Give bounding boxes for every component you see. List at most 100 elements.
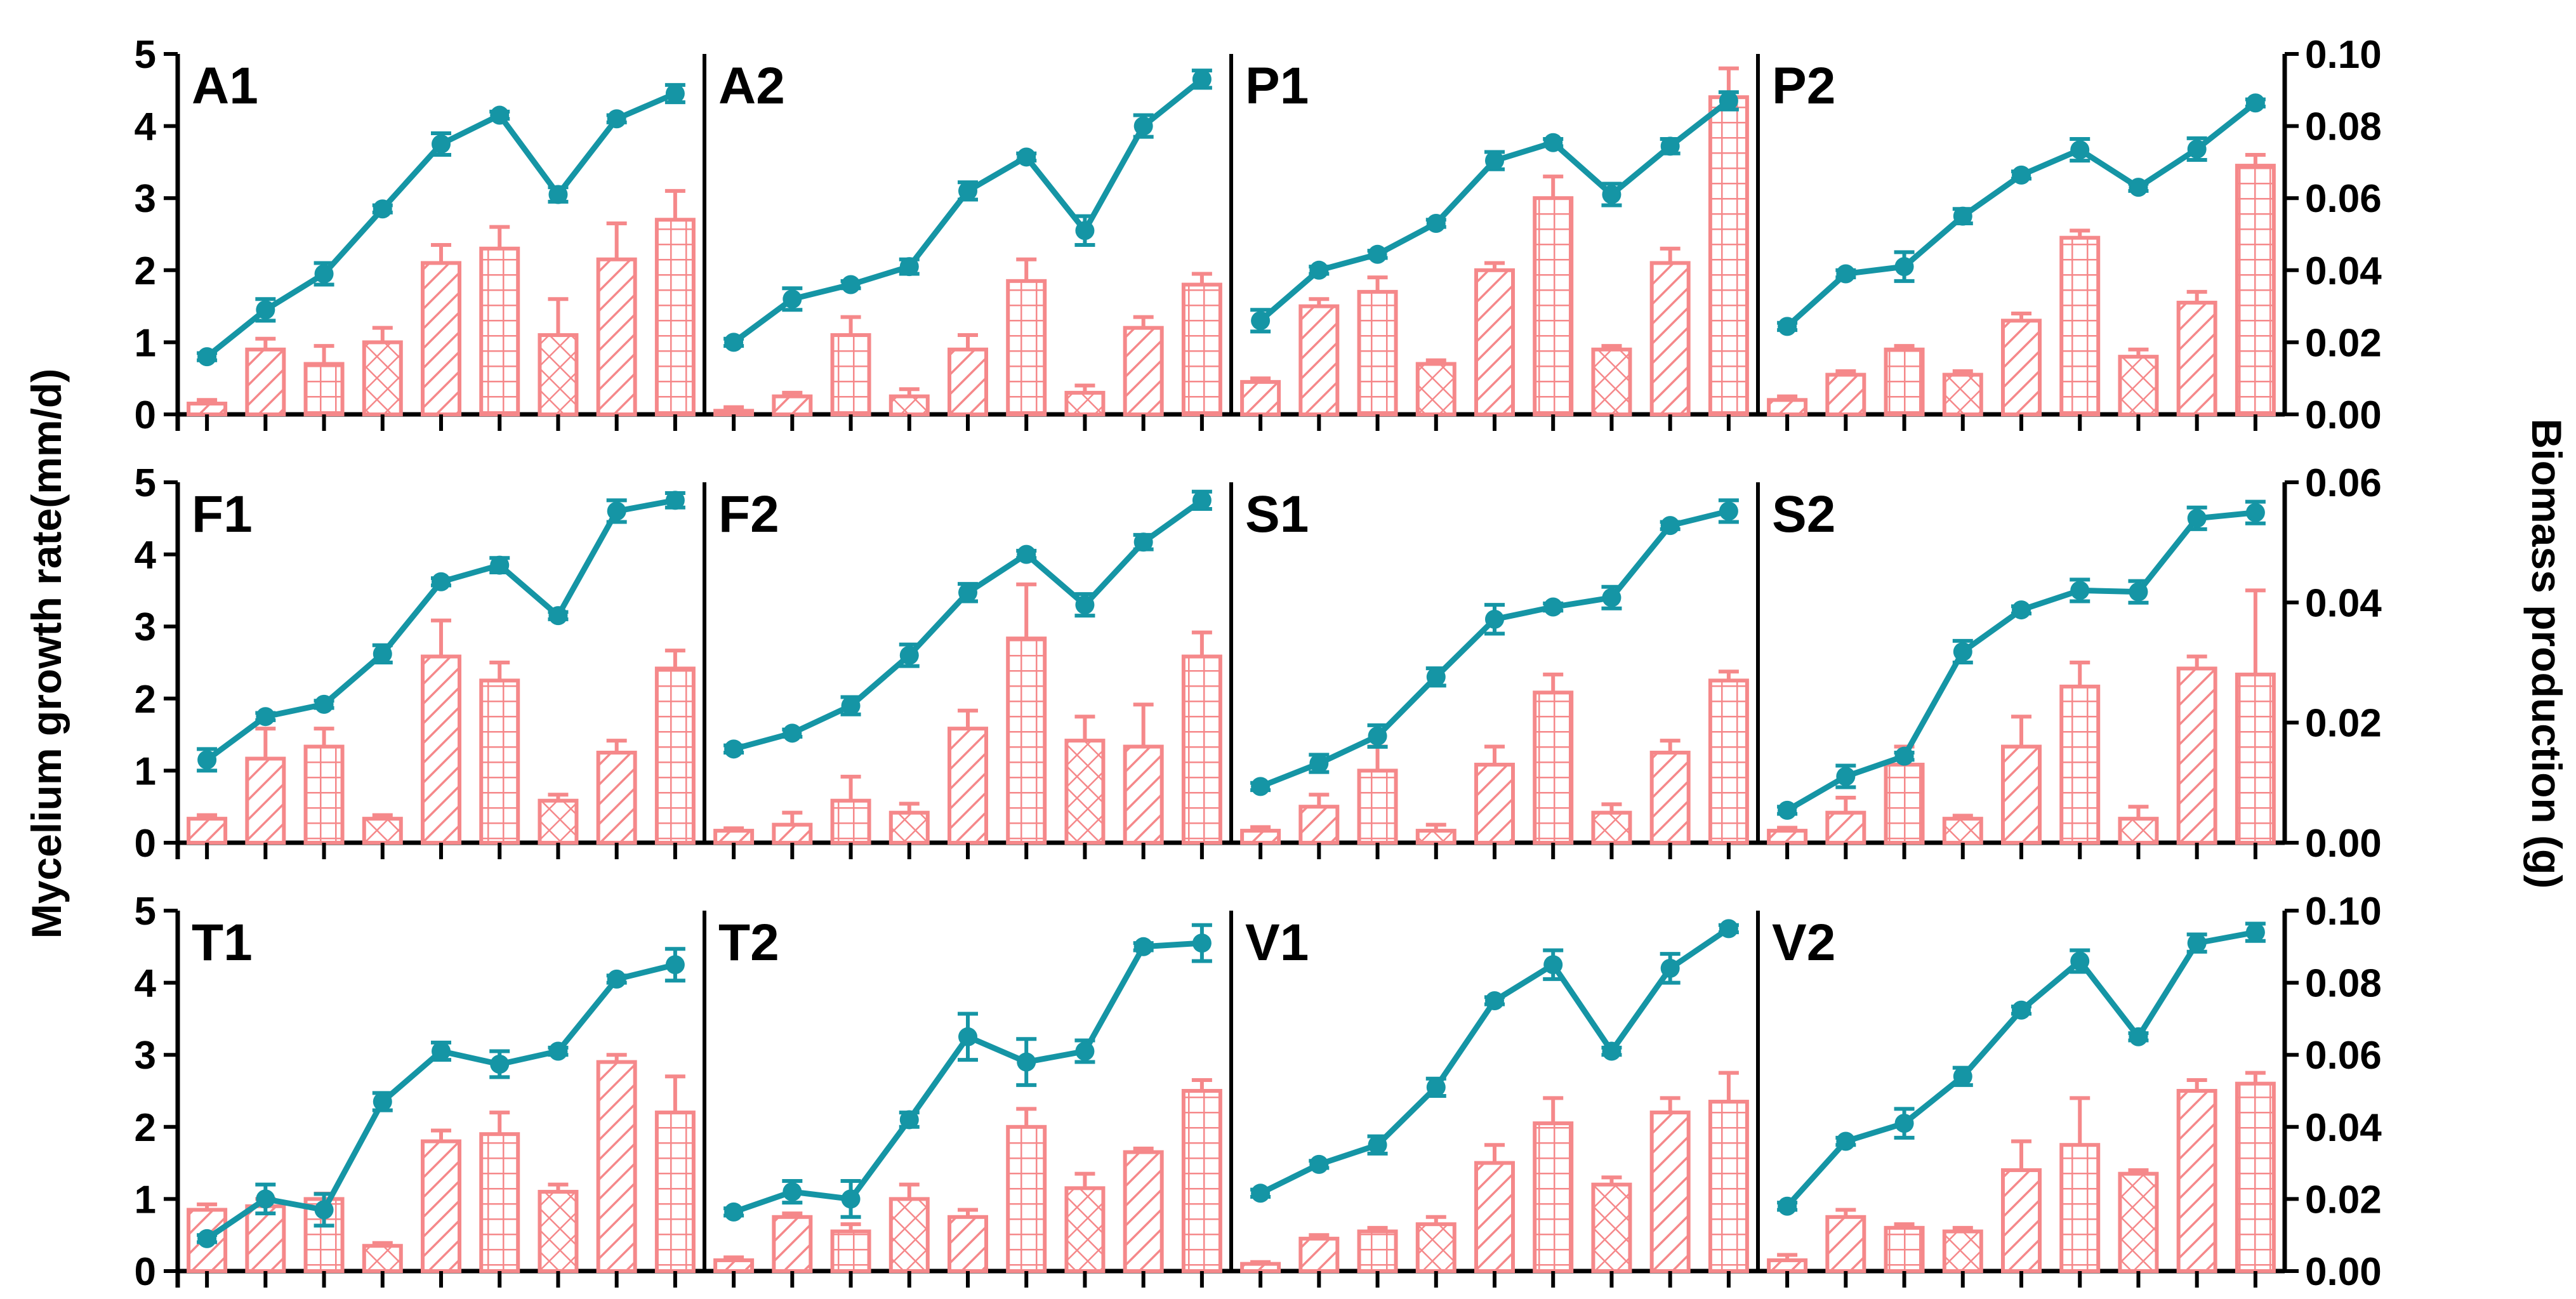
line-point bbox=[1251, 777, 1271, 796]
line-point bbox=[1133, 116, 1153, 136]
line-point bbox=[2070, 951, 2090, 971]
line-point bbox=[1894, 1114, 1914, 1133]
bar bbox=[1240, 1262, 1281, 1274]
panel-label: V1 bbox=[1245, 914, 1309, 972]
right-tick-label: 0.10 bbox=[2305, 890, 2382, 933]
bar bbox=[1591, 810, 1632, 845]
panel-label: F1 bbox=[192, 485, 253, 543]
bar bbox=[596, 751, 637, 845]
left-tick-label: 0 bbox=[135, 393, 156, 437]
bar bbox=[1884, 762, 1925, 845]
bar bbox=[2176, 1089, 2217, 1273]
panel-label: A1 bbox=[192, 57, 258, 115]
right-tick-label: 0.04 bbox=[2305, 249, 2382, 293]
bar bbox=[421, 261, 461, 416]
line-point bbox=[1485, 991, 1504, 1010]
line-point bbox=[2129, 582, 2148, 602]
bar bbox=[1474, 1161, 1515, 1273]
line-point bbox=[1133, 532, 1153, 552]
line-point bbox=[899, 257, 919, 277]
line-point bbox=[783, 723, 802, 743]
line-point bbox=[1017, 147, 1036, 167]
line-point bbox=[1543, 597, 1563, 617]
bar bbox=[830, 1229, 871, 1274]
line-point bbox=[1192, 491, 1212, 510]
line-point bbox=[1309, 754, 1329, 774]
line-point bbox=[1075, 595, 1095, 615]
bar bbox=[1181, 654, 1222, 845]
left-tick-label: 1 bbox=[135, 749, 156, 793]
bar bbox=[1708, 95, 1749, 416]
bar bbox=[713, 409, 755, 417]
panel-label: S1 bbox=[1245, 485, 1309, 543]
bar bbox=[596, 1060, 637, 1274]
bar bbox=[1649, 1111, 1691, 1273]
line-point bbox=[2070, 581, 2090, 600]
left-tick-label: 4 bbox=[135, 534, 157, 577]
left-tick-label: 4 bbox=[135, 962, 157, 1006]
line-point bbox=[1778, 317, 1797, 336]
bar bbox=[538, 1190, 579, 1274]
bar bbox=[596, 257, 637, 417]
line-point bbox=[548, 185, 568, 204]
bar bbox=[362, 340, 403, 417]
line-point bbox=[899, 645, 919, 665]
line-point bbox=[2129, 178, 2148, 197]
line-point bbox=[1836, 767, 1856, 786]
line-point bbox=[958, 1027, 977, 1046]
panel-s2: S2 bbox=[1756, 482, 2276, 859]
line-point bbox=[1543, 133, 1563, 152]
line-point bbox=[490, 105, 510, 125]
bar bbox=[1708, 678, 1749, 845]
left-tick-label: 1 bbox=[135, 321, 156, 365]
panel-a2: A2 bbox=[703, 54, 1222, 431]
line-point bbox=[724, 1202, 744, 1222]
bar bbox=[1942, 817, 1983, 845]
line-point bbox=[1953, 1067, 1972, 1086]
line-point bbox=[256, 1189, 275, 1209]
line-point bbox=[2245, 923, 2265, 942]
bar bbox=[2118, 355, 2159, 416]
line-point bbox=[1660, 958, 1680, 978]
line-point bbox=[432, 135, 451, 154]
bar bbox=[1533, 690, 1574, 845]
right-tick-label: 0.02 bbox=[2305, 702, 2382, 746]
bar bbox=[772, 822, 813, 845]
bar bbox=[948, 727, 988, 845]
line-point bbox=[490, 555, 510, 575]
panel-label: A2 bbox=[718, 57, 785, 115]
line-point bbox=[2187, 139, 2207, 159]
bar bbox=[2059, 684, 2101, 845]
line-point bbox=[841, 696, 861, 716]
bar bbox=[479, 246, 520, 416]
line-point bbox=[1309, 260, 1329, 280]
line-point bbox=[2012, 165, 2031, 185]
bar bbox=[888, 394, 930, 416]
left-tick-label: 0 bbox=[135, 822, 156, 866]
line-point bbox=[432, 572, 451, 591]
left-tick-label: 2 bbox=[135, 249, 156, 293]
line-point bbox=[1719, 501, 1738, 521]
bar bbox=[245, 756, 286, 845]
line-point bbox=[1426, 213, 1446, 233]
bar bbox=[2059, 1143, 2101, 1273]
right-tick-label: 0.00 bbox=[2305, 822, 2382, 866]
line-point bbox=[1894, 257, 1914, 277]
panel-t1: T1 bbox=[187, 914, 696, 1288]
bar bbox=[830, 798, 871, 845]
bar bbox=[1884, 347, 1925, 417]
line-point bbox=[2187, 933, 2207, 953]
right-tick-label: 0.06 bbox=[2305, 177, 2382, 221]
bar bbox=[830, 333, 871, 416]
right-tick-label: 0.08 bbox=[2305, 105, 2382, 149]
right-tick-label: 0.02 bbox=[2305, 1178, 2382, 1222]
panels: 0 1 2 3 4 5 0.00 0.02 0.04 0.06 0.08 0.10 A1 A2 P1 P2 0 1… bbox=[135, 33, 2382, 1294]
line-point bbox=[1075, 1041, 1095, 1061]
bar bbox=[2001, 1168, 2042, 1273]
bar bbox=[187, 817, 228, 845]
line-point bbox=[1368, 726, 1387, 746]
line-point bbox=[2070, 140, 2090, 160]
right-axis-title: Biomass production (g) bbox=[2523, 419, 2570, 889]
bar bbox=[1474, 268, 1515, 416]
